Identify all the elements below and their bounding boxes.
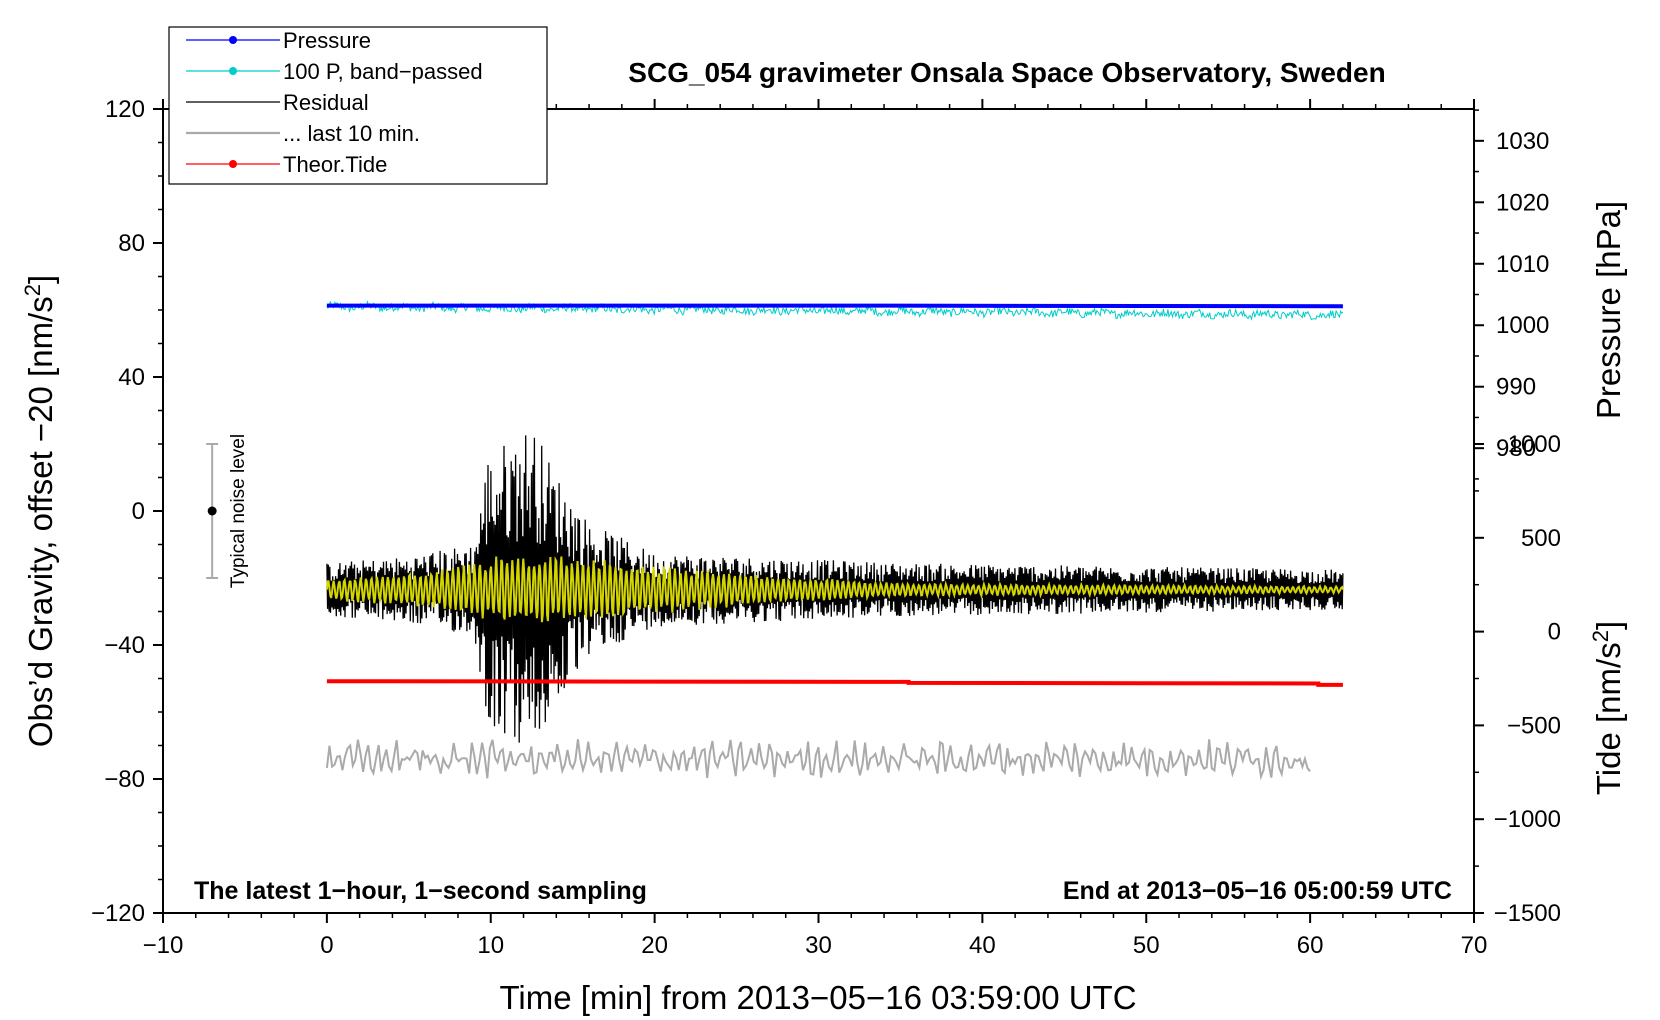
pressure-tick-label: 1010 (1496, 251, 1549, 278)
noise-level-bar: Typical noise level (206, 434, 249, 588)
legend-label: Theor.Tide (283, 152, 387, 177)
left-axis-title-sup: 2 (20, 284, 45, 296)
pressure-tick-label: 1030 (1496, 128, 1549, 155)
y-tick-label: −40 (104, 632, 145, 659)
y-tick-label: 0 (132, 498, 145, 525)
tide-tick-label: 1000 (1508, 431, 1561, 458)
y-tick-label: 40 (118, 364, 145, 391)
y-tick-label: −80 (104, 766, 145, 793)
x-tick-label: 20 (641, 932, 668, 959)
tide-axis-title-main: Tide [nm/s (1590, 642, 1627, 795)
tide-tick-label: 500 (1521, 525, 1561, 552)
series-layer (325, 300, 1344, 781)
x-tick-label: 40 (969, 932, 996, 959)
tide-tick-label: −1000 (1494, 806, 1561, 833)
pressure-axis-title: Pressure [hPa] (1590, 201, 1627, 419)
legend-marker (229, 67, 237, 75)
legend-marker (229, 36, 237, 44)
x-tick-label: 0 (320, 932, 333, 959)
left-y-axis: −120 −80 −40 0 40 80 120 (91, 96, 163, 927)
legend-label: ... last 10 min. (283, 121, 420, 146)
tide-axis-title-end: ] (1590, 621, 1627, 630)
annotation-right: End at 2013−05−16 05:00:59 UTC (1063, 877, 1452, 905)
x-tick-label: 50 (1133, 932, 1160, 959)
pressure-axis: 980 990 1000 1010 1020 1030 (1474, 109, 1549, 480)
x-tick-label: 60 (1297, 932, 1324, 959)
legend-box (168, 26, 548, 185)
x-axis-title: Time [min] from 2013−05−16 03:59:00 UTC (499, 979, 1136, 1016)
series-theoretical-tide (326, 679, 1343, 687)
x-tick-label: 10 (477, 932, 504, 959)
tide-tick-label: 0 (1548, 619, 1561, 646)
left-axis-title-main: Obs’d Gravity, offset −20 [nm/s (22, 296, 59, 747)
legend-label: Residual (283, 90, 369, 115)
y-tick-label: 120 (105, 96, 145, 123)
legend-marker (229, 160, 237, 168)
annotation-left: The latest 1−hour, 1−second sampling (194, 877, 647, 905)
legend: Pressure 100 P, band−passed Residual ... la… (168, 26, 548, 185)
plot-frame (162, 108, 1475, 914)
tide-axis: −1500 −1000 −500 0 500 1000 (1474, 431, 1561, 927)
x-tick-label: 30 (805, 932, 832, 959)
legend-label: Pressure (283, 28, 371, 53)
tide-tick-label: −500 (1507, 712, 1561, 739)
y-tick-label: −120 (91, 900, 145, 927)
tide-axis-title-sup: 2 (1588, 630, 1613, 642)
x-axis: −10 0 10 20 30 40 50 60 70 (143, 99, 1488, 959)
x-tick-label: −10 (143, 932, 184, 959)
series-residual-smoothed (325, 556, 1344, 623)
series-last-10-min (325, 739, 1311, 781)
series-residual (326, 435, 1344, 743)
x-tick-label: 70 (1461, 932, 1488, 959)
series-pressure (326, 303, 1343, 309)
left-axis-title-end: ] (22, 275, 59, 284)
pressure-tick-label: 1020 (1496, 189, 1549, 216)
noise-bar-dot (207, 506, 217, 516)
pressure-tick-label: 1000 (1496, 312, 1549, 339)
y-tick-label: 80 (118, 230, 145, 257)
pressure-tick-label: 980 (1496, 435, 1536, 462)
tide-tick-label: −1500 (1494, 900, 1561, 927)
left-axis-title: Obs’d Gravity, offset −20 [nm/s2] (20, 275, 59, 747)
tide-axis-title: Tide [nm/s2] (1588, 621, 1627, 795)
pressure-tick-label: 990 (1496, 374, 1536, 401)
chart-title: SCG_054 gravimeter Onsala Space Observat… (628, 57, 1385, 88)
noise-bar-label: Typical noise level (228, 434, 249, 588)
legend-label: 100 P, band−passed (283, 59, 483, 84)
